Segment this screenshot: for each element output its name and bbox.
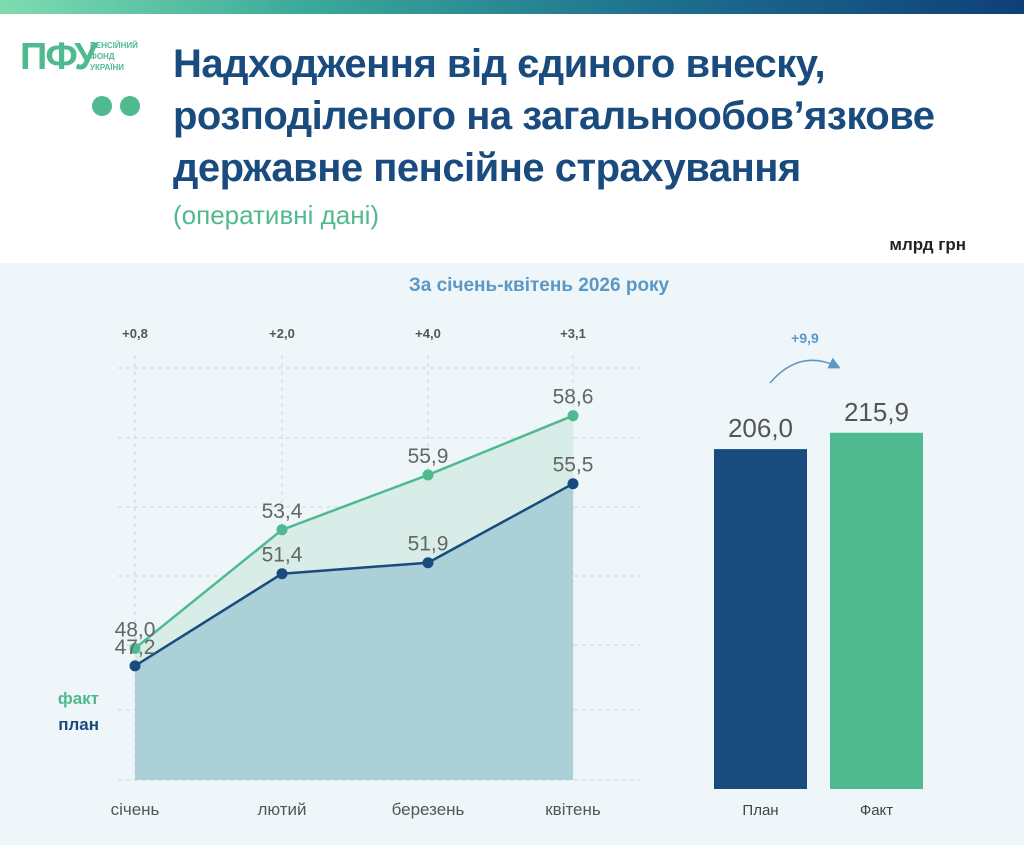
plan-point (422, 557, 434, 569)
chart-panel: За січень-квітень 2026 року 48,0 47,2 +0,8 с… (0, 263, 1024, 845)
chart-svg: За січень-квітень 2026 року 48,047,2 +0,8 с… (58, 275, 923, 819)
line-chart-title: За січень-квітень 2026 року (409, 275, 670, 296)
fact-point (129, 642, 141, 654)
plan-area (135, 483, 573, 780)
top-gradient-bar (0, 0, 1024, 14)
bar-value-label: 206,0 (728, 413, 793, 443)
total-difference-label: +9,9 (791, 330, 819, 346)
bar-value-label: 215,9 (844, 397, 909, 427)
logo-mark: ПФУ (20, 36, 98, 78)
plan-line (134, 482, 574, 667)
difference-label: +3,1 (560, 326, 586, 341)
legend-fact: факт (58, 689, 99, 708)
x-tick-label: лютий (257, 800, 306, 819)
fact-value-label: 48,0 (115, 618, 156, 641)
bar-category-label: Факт (860, 802, 893, 819)
plan-point (567, 478, 579, 490)
x-tick-label: квітень (545, 800, 601, 819)
fact-line (134, 414, 574, 650)
bar-category-label: План (742, 802, 778, 819)
fact-point (276, 524, 288, 536)
legend-plan: план (58, 715, 99, 734)
logo-caption-line: УКРАЇНИ (90, 63, 125, 72)
fact-value-label: 58,6 (553, 386, 594, 409)
logo-caption-line: ФОНД (90, 52, 115, 61)
plan-point (129, 660, 141, 672)
plan-value-label: 51,4 (262, 544, 303, 567)
page-title: Надходження від єдиного внеску, розподіл… (173, 38, 993, 194)
logo-caption: ПЕНСІЙНИЙ ФОНД УКРАЇНИ (90, 40, 170, 73)
title-line: розподіленого на загальнообов’язкове (173, 94, 935, 138)
plan-value-label: 55,5 (553, 454, 594, 477)
fact-value-label: 55,9 (408, 445, 449, 468)
decorative-dot (92, 96, 112, 116)
page-subtitle: (оперативні дані) (173, 200, 380, 230)
logo-caption-line: ПЕНСІЙНИЙ (90, 41, 138, 50)
title-line: державне пенсійне страхування (173, 146, 801, 190)
plan-value-label: 51,9 (408, 533, 449, 556)
x-tick-label: січень (111, 800, 160, 819)
bar (830, 432, 923, 789)
curved-arrow-icon (769, 357, 841, 384)
unit-label: млрд грн (889, 235, 966, 254)
difference-label: +0,8 (122, 326, 148, 341)
plan-point (276, 568, 288, 580)
x-tick-label: березень (392, 800, 465, 819)
title-line: Надходження від єдиного внеску, (173, 42, 826, 86)
plan-value-label: 47,2 (115, 636, 156, 659)
decorative-dot (120, 96, 140, 116)
bar (714, 449, 807, 789)
fact-value-label: 53,4 (262, 500, 303, 523)
fact-point (567, 410, 579, 422)
fact-point (422, 469, 434, 481)
difference-label: +2,0 (269, 326, 295, 341)
difference-label: +4,0 (415, 326, 441, 341)
